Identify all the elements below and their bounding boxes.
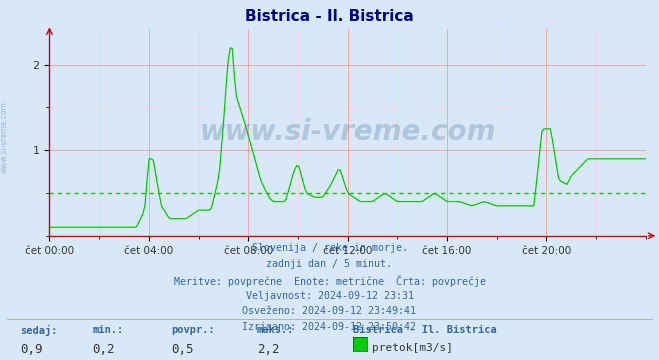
- Text: pretok[m3/s]: pretok[m3/s]: [372, 343, 453, 353]
- Text: www.si-vreme.com: www.si-vreme.com: [0, 101, 9, 173]
- Text: Bistrica - Il. Bistrica: Bistrica - Il. Bistrica: [353, 325, 496, 335]
- Text: maks.:: maks.:: [257, 325, 295, 335]
- Text: www.si-vreme.com: www.si-vreme.com: [200, 118, 496, 146]
- Text: Veljavnost: 2024-09-12 23:31: Veljavnost: 2024-09-12 23:31: [246, 291, 413, 301]
- Text: povpr.:: povpr.:: [171, 325, 215, 335]
- Text: 0,9: 0,9: [20, 343, 42, 356]
- Text: Izrisano: 2024-09-12 23:50:42: Izrisano: 2024-09-12 23:50:42: [243, 322, 416, 332]
- Text: 0,2: 0,2: [92, 343, 115, 356]
- Text: 0,5: 0,5: [171, 343, 194, 356]
- Text: Meritve: povprečne  Enote: metrične  Črta: povprečje: Meritve: povprečne Enote: metrične Črta:…: [173, 275, 486, 287]
- Text: min.:: min.:: [92, 325, 123, 335]
- Text: Slovenija / reke in morje.: Slovenija / reke in morje.: [252, 243, 407, 253]
- Text: Bistrica - Il. Bistrica: Bistrica - Il. Bistrica: [245, 9, 414, 24]
- Text: 2,2: 2,2: [257, 343, 279, 356]
- Text: Osveženo: 2024-09-12 23:49:41: Osveženo: 2024-09-12 23:49:41: [243, 306, 416, 316]
- Text: sedaj:: sedaj:: [20, 325, 57, 336]
- Text: zadnji dan / 5 minut.: zadnji dan / 5 minut.: [266, 259, 393, 269]
